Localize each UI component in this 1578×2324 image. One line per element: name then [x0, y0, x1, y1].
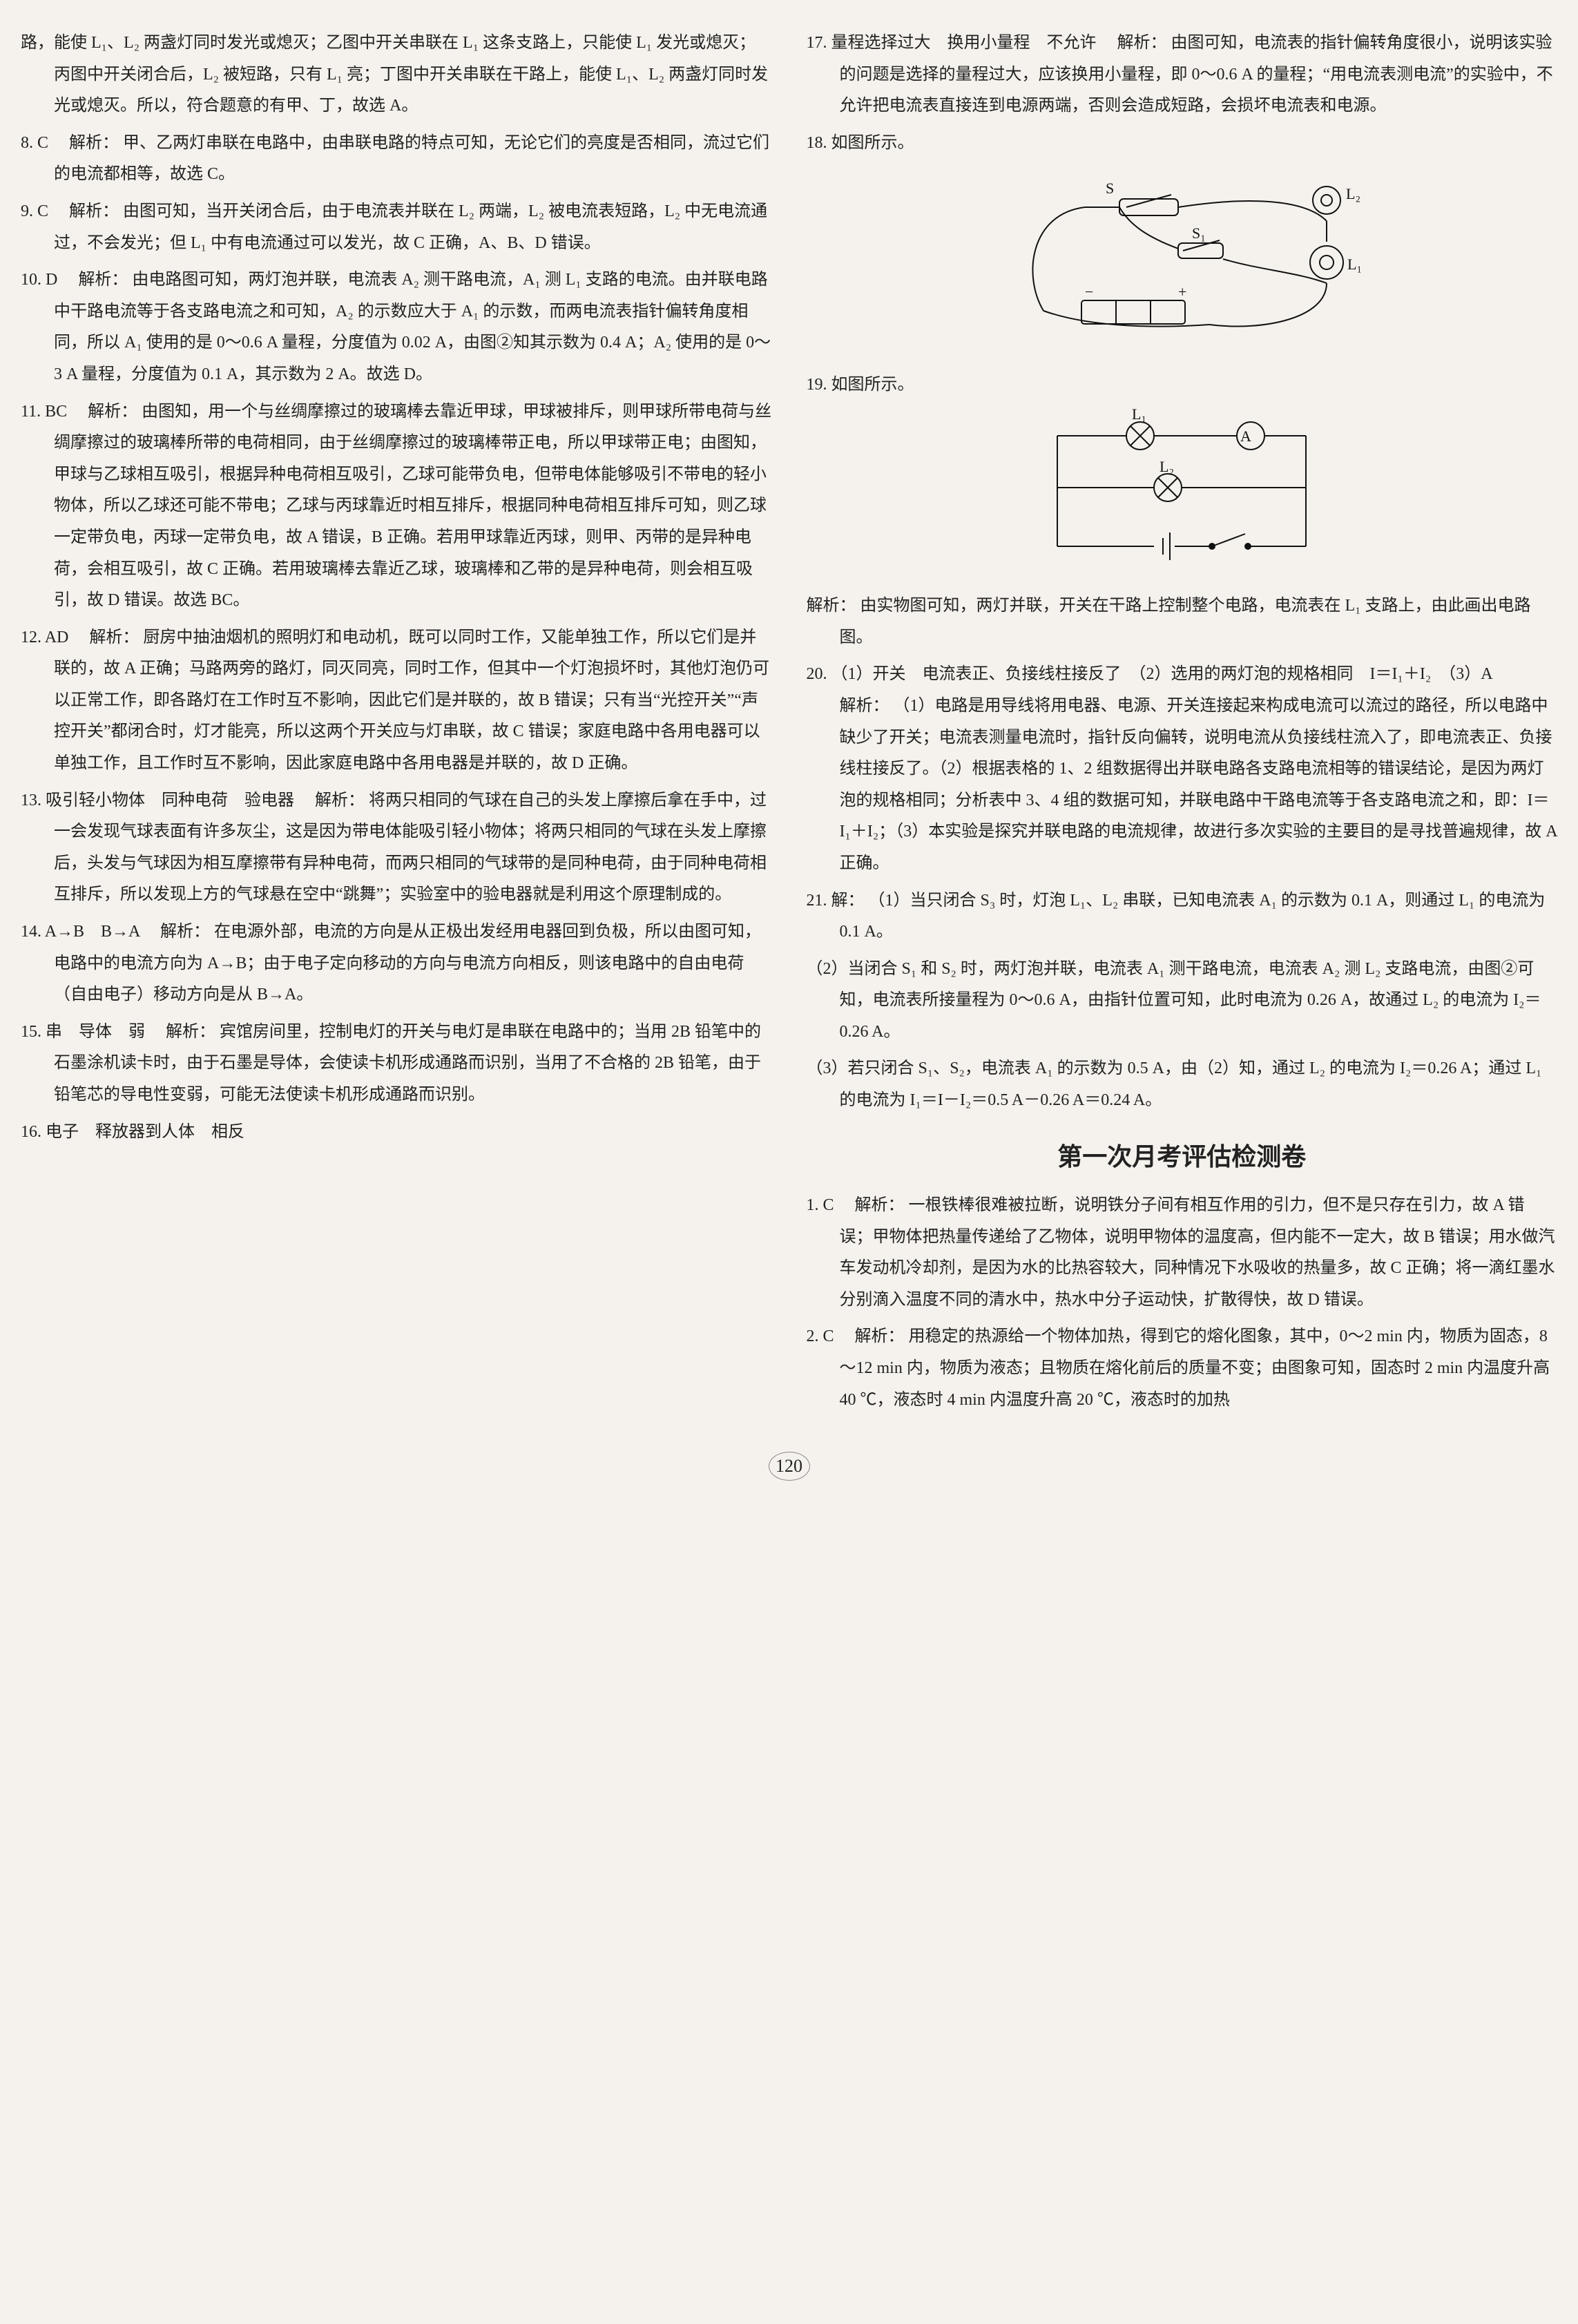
m2-answer: C: [823, 1327, 834, 1345]
q19-num: 19.: [807, 376, 827, 394]
q15: 15. 串 导体 弱 解析： 宾馆房间里，控制电灯的开关与电灯是串联在电路中的；…: [21, 1017, 772, 1111]
q18: 18. 如图所示。: [807, 128, 1558, 160]
svg-text:L₁: L₁: [1132, 408, 1146, 423]
q8-explain: 甲、乙两灯串联在电路中，由串联电路的特点可知，无论它们的亮度是否相同，流过它们的…: [54, 134, 769, 184]
svg-text:L₂: L₂: [1346, 185, 1360, 202]
m1-answer: C: [823, 1196, 834, 1214]
q21-num: 21.: [807, 892, 827, 910]
q9-explain: 由图可知，当开关闭合后，由于电流表并联在 L₂ 两端，L₂ 被电流表短路，L₂ …: [54, 202, 767, 252]
q21-p1: （1）当只闭合 S₃ 时，灯泡 L₁、L₂ 串联，已知电流表 A₁ 的示数为 0…: [840, 892, 1546, 941]
q16-answer: 电子 释放器到人体 相反: [46, 1123, 244, 1141]
svg-text:+: +: [1178, 283, 1186, 300]
page-two-column-layout: 路，能使 L₁、L₂ 两盏灯同时发光或熄灭；乙图中开关串联在 L₁ 这条支路上，…: [21, 28, 1557, 1421]
explain-label: 解析：: [855, 1196, 905, 1214]
q9-answer: C: [37, 202, 48, 220]
q12: 12. AD 解析： 厨房中抽油烟机的照明灯和电动机，既可以同时工作，又能单独工…: [21, 622, 772, 780]
figure-19-circuit: L₁ A L₂: [807, 408, 1558, 579]
q14-answer: A→B B→A: [45, 923, 139, 941]
q19-explain: 解析： 由实物图可知，两灯并联，开关在干路上控制整个电路，电流表在 L₁ 支路上…: [807, 590, 1558, 653]
explain-label: 解析：: [1117, 34, 1167, 52]
svg-text:L₁: L₁: [1347, 256, 1361, 273]
explain-label: 解析：: [166, 1023, 215, 1041]
svg-text:L₂: L₂: [1160, 458, 1174, 475]
explain-label: 解析：: [69, 134, 119, 152]
q13-num: 13.: [21, 791, 41, 809]
q20-explain: （1）电路是用导线将用电器、电源、开关连接起来构成电流可以流过的路径，所以电路中…: [840, 697, 1557, 872]
q8-answer: C: [37, 134, 48, 152]
circuit-pictorial-icon: S S₁ L₂ L₁ − +: [1002, 166, 1361, 345]
q17-answer: 量程选择过大 换用小量程 不允许: [831, 34, 1097, 52]
page-number: 120: [769, 1452, 810, 1481]
q12-answer: AD: [45, 628, 69, 646]
q21-answer: 解：: [831, 892, 865, 910]
q11-num: 11.: [21, 403, 41, 421]
q11-explain: 由图知，用一个与丝绸摩擦过的玻璃棒去靠近甲球，甲球被排斥，则甲球所带电荷与丝绸摩…: [54, 403, 771, 610]
q15-num: 15.: [21, 1023, 41, 1041]
q19-explain-text: 由实物图可知，两灯并联，开关在干路上控制整个电路，电流表在 L₁ 支路上，由此画…: [840, 597, 1531, 646]
q20-num: 20.: [807, 665, 827, 683]
svg-text:A: A: [1240, 428, 1251, 445]
m2-explain: 用稳定的热源给一个物体加热，得到它的熔化图象，其中，0～2 min 内，物质为固…: [840, 1327, 1550, 1408]
q12-explain: 厨房中抽油烟机的照明灯和电动机，既可以同时工作，又能单独工作，所以它们是并联的，…: [54, 628, 769, 772]
q16-num: 16.: [21, 1123, 41, 1141]
q16: 16. 电子 释放器到人体 相反: [21, 1117, 772, 1149]
page-number-footer: 120: [21, 1449, 1557, 1483]
q12-num: 12.: [21, 628, 41, 646]
svg-text:S₁: S₁: [1192, 224, 1206, 242]
q15-answer: 串 导体 弱: [46, 1023, 145, 1041]
q7-continuation: 路，能使 L₁、L₂ 两盏灯同时发光或熄灭；乙图中开关串联在 L₁ 这条支路上，…: [21, 28, 772, 122]
m2: 2. C 解析： 用稳定的热源给一个物体加热，得到它的熔化图象，其中，0～2 m…: [807, 1321, 1558, 1416]
q13: 13. 吸引轻小物体 同种电荷 验电器 解析： 将两只相同的气球在自己的头发上摩…: [21, 785, 772, 911]
q17-num: 17.: [807, 34, 827, 52]
svg-text:S: S: [1106, 180, 1114, 197]
m1-explain: 一根铁棒很难被拉断，说明铁分子间有相互作用的引力，但不是只存在引力，故 A 错误…: [840, 1196, 1555, 1309]
q8-num: 8.: [21, 134, 33, 152]
q8: 8. C 解析： 甲、乙两灯串联在电路中，由串联电路的特点可知，无论它们的亮度是…: [21, 128, 772, 191]
explain-label: 解析：: [89, 628, 139, 646]
right-column: 17. 量程选择过大 换用小量程 不允许 解析： 由图可知，电流表的指针偏转角度…: [807, 28, 1558, 1421]
q13-answer: 吸引轻小物体 同种电荷 验电器: [46, 791, 294, 809]
q10-answer: D: [46, 271, 57, 289]
explain-label: 解析：: [69, 202, 119, 220]
q19: 19. 如图所示。: [807, 369, 1558, 401]
q14-num: 14.: [21, 923, 41, 941]
explain-label: 解析：: [88, 403, 137, 421]
m1: 1. C 解析： 一根铁棒很难被拉断，说明铁分子间有相互作用的引力，但不是只存在…: [807, 1190, 1558, 1316]
q21-p3: （3）若只闭合 S₁、S₂，电流表 A₁ 的示数为 0.5 A，由（2）知，通过…: [807, 1053, 1558, 1116]
q21-p2: （2）当闭合 S₁ 和 S₂ 时，两灯泡并联，电流表 A₁ 测干路电流，电流表 …: [807, 954, 1558, 1048]
explain-label: 解析：: [855, 1327, 905, 1345]
q18-num: 18.: [807, 134, 827, 152]
explain-label: 解析：: [840, 697, 889, 715]
q20-answer: （1）开关 电流表正、负接线柱接反了 （2）选用的两灯泡的规格相同 I＝I₁＋I…: [831, 665, 1493, 683]
section-title-monthly-test: 第一次月考评估检测卷: [807, 1133, 1558, 1180]
explain-label: 解析：: [78, 271, 128, 289]
m1-num: 1.: [807, 1196, 819, 1214]
q21: 21. 解： （1）当只闭合 S₃ 时，灯泡 L₁、L₂ 串联，已知电流表 A₁…: [807, 885, 1558, 948]
figure-18-circuit: S S₁ L₂ L₁ − +: [807, 166, 1558, 357]
q19-answer: 如图所示。: [831, 376, 914, 394]
explain-label: 解析：: [315, 791, 365, 809]
q20: 20. （1）开关 电流表正、负接线柱接反了 （2）选用的两灯泡的规格相同 I＝…: [807, 659, 1558, 879]
q17: 17. 量程选择过大 换用小量程 不允许 解析： 由图可知，电流表的指针偏转角度…: [807, 28, 1558, 122]
q11-answer: BC: [45, 403, 67, 421]
explain-label: 解析：: [807, 597, 856, 615]
q9: 9. C 解析： 由图可知，当开关闭合后，由于电流表并联在 L₂ 两端，L₂ 被…: [21, 196, 772, 259]
q10: 10. D 解析： 由电路图可知，两灯泡并联，电流表 A₂ 测干路电流，A₁ 测…: [21, 265, 772, 390]
circuit-schematic-icon: L₁ A L₂: [1016, 408, 1347, 567]
svg-text:−: −: [1085, 283, 1093, 300]
q10-num: 10.: [21, 271, 41, 289]
explain-label: 解析：: [160, 923, 210, 941]
m2-num: 2.: [807, 1327, 819, 1345]
left-column: 路，能使 L₁、L₂ 两盏灯同时发光或熄灭；乙图中开关串联在 L₁ 这条支路上，…: [21, 28, 772, 1421]
q9-num: 9.: [21, 202, 33, 220]
q11: 11. BC 解析： 由图知，用一个与丝绸摩擦过的玻璃棒去靠近甲球，甲球被排斥，…: [21, 396, 772, 617]
q14: 14. A→B B→A 解析： 在电源外部，电流的方向是从正极出发经用电器回到负…: [21, 916, 772, 1011]
q10-explain: 由电路图可知，两灯泡并联，电流表 A₂ 测干路电流，A₁ 测 L₁ 支路的电流。…: [54, 271, 771, 383]
q15-explain: 宾馆房间里，控制电灯的开关与电灯是串联在电路中的；当用 2B 铅笔中的石墨涂机读…: [54, 1023, 761, 1104]
q18-answer: 如图所示。: [831, 134, 914, 152]
